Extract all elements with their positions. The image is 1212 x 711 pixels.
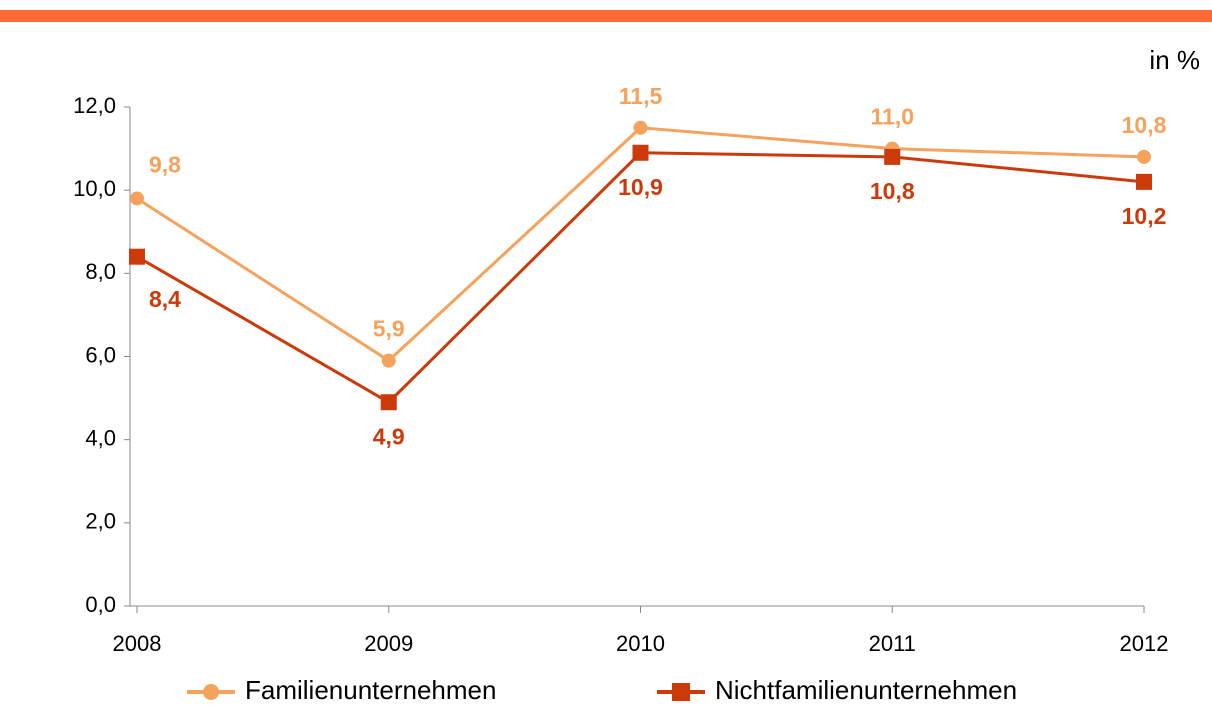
y-tick-label: 0,0 xyxy=(85,592,116,617)
data-label: 11,5 xyxy=(619,83,663,109)
point xyxy=(1136,173,1152,190)
data-label: 10,8 xyxy=(1122,112,1167,138)
point xyxy=(884,148,901,165)
top-bar xyxy=(0,10,1212,22)
x-tick-label: 2008 xyxy=(113,631,162,656)
data-label: 11,0 xyxy=(871,104,915,130)
point xyxy=(633,120,648,135)
y-tick-label: 10,0 xyxy=(73,176,116,201)
data-label: 10,9 xyxy=(618,174,663,200)
point xyxy=(130,191,144,206)
y-tick-label: 6,0 xyxy=(85,342,116,367)
legend-label: Familienunternehmen xyxy=(245,675,496,705)
point xyxy=(380,394,397,411)
y-tick-label: 2,0 xyxy=(85,509,116,534)
y-tick-label: 4,0 xyxy=(85,425,116,450)
x-tick-label: 2009 xyxy=(364,631,413,656)
legend-marker xyxy=(672,683,690,701)
unit-label: in % xyxy=(1149,45,1200,75)
data-label: 8,4 xyxy=(149,286,181,312)
legend-marker xyxy=(203,684,219,700)
data-label: 5,9 xyxy=(373,316,405,342)
y-tick-label: 12,0 xyxy=(73,93,116,118)
data-label: 10,2 xyxy=(1122,203,1167,229)
data-label: 9,8 xyxy=(149,152,181,178)
x-tick-label: 2012 xyxy=(1120,631,1169,656)
point xyxy=(1137,149,1151,164)
x-tick-label: 2010 xyxy=(616,631,665,656)
point xyxy=(381,353,396,368)
series-line xyxy=(136,126,1145,363)
data-label: 10,8 xyxy=(870,178,915,204)
point xyxy=(632,144,649,161)
y-tick-label: 8,0 xyxy=(85,259,116,284)
data-label: 4,9 xyxy=(373,423,405,449)
legend-label: Nichtfamilienunternehmen xyxy=(715,675,1017,705)
point xyxy=(129,248,145,265)
x-tick-label: 2011 xyxy=(869,631,916,656)
